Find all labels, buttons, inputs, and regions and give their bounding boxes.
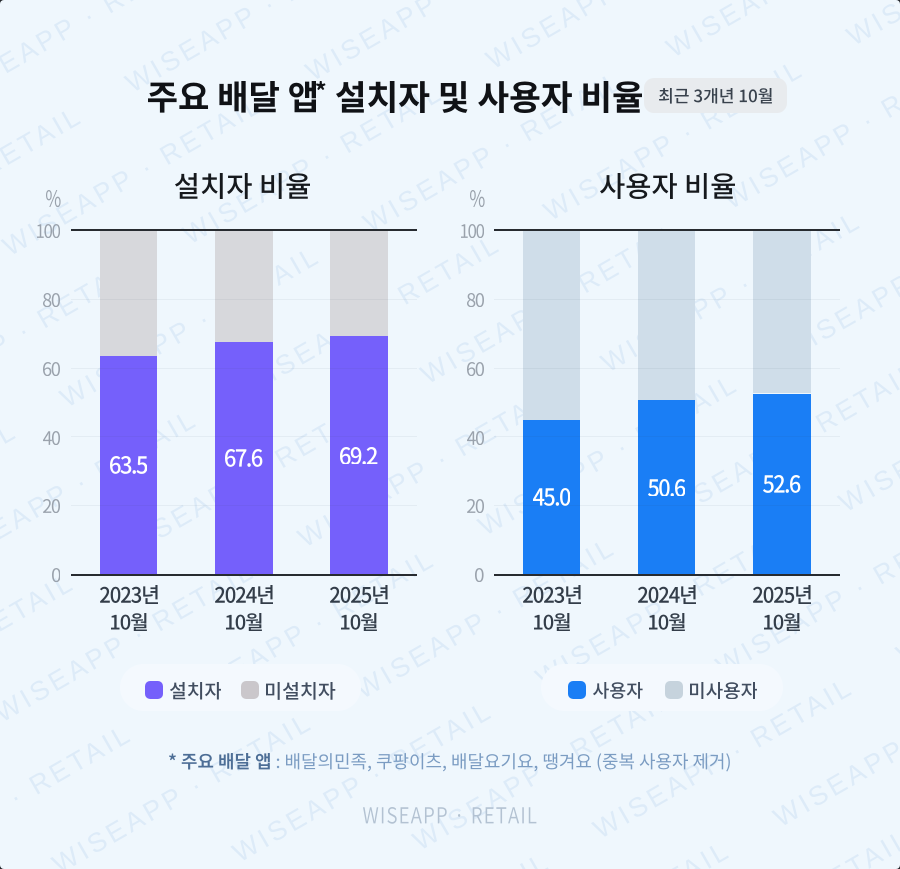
svg-text:WISEAPP · RETAIL: WISEAPP · RETAIL xyxy=(842,0,900,52)
svg-text:WISEAPP · RETAIL: WISEAPP · RETAIL xyxy=(719,41,900,215)
svg-text:WISEAPP · RETAIL: WISEAPP · RETAIL xyxy=(228,695,499,869)
svg-text:WISEAPP · RETAIL: WISEAPP · RETAIL xyxy=(473,368,744,542)
svg-text:WISEAPP · RETAIL: WISEAPP · RETAIL xyxy=(55,240,326,414)
